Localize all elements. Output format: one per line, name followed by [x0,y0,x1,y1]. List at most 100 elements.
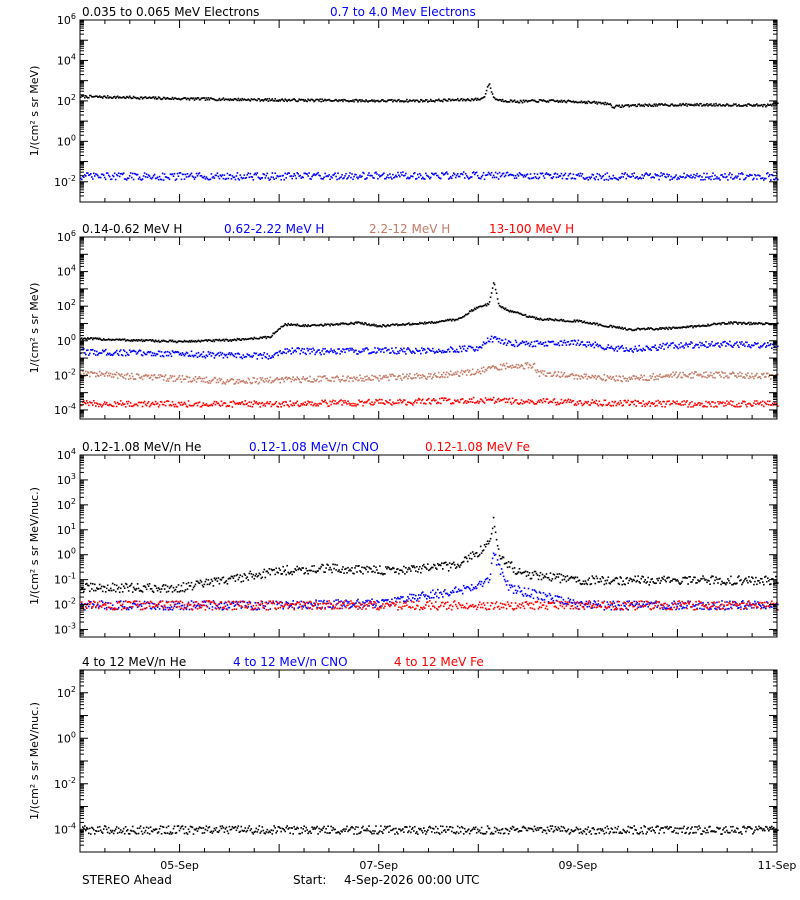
data-point [419,398,421,401]
data-point [395,378,397,381]
data-point [223,582,226,584]
data-point [475,371,478,373]
data-point [212,339,215,341]
data-point [727,103,729,106]
data-point [186,173,189,175]
data-point [213,98,216,101]
data-point [310,324,312,327]
data-point [453,399,456,401]
data-point [504,401,507,404]
data-point [663,400,665,403]
data-point [707,176,709,178]
data-point [759,175,761,177]
data-point [317,349,319,351]
data-point [316,350,318,353]
data-point [570,320,573,323]
data-point [185,375,188,378]
data-point [174,588,177,591]
data-point [149,376,152,379]
data-point [311,401,313,403]
data-point [345,99,347,102]
data-point [641,105,643,107]
data-point [630,578,632,581]
data-point [663,348,665,350]
data-point [496,368,499,370]
data-point [150,178,153,180]
data-point [410,570,412,572]
data-point [534,100,537,102]
data-point [500,306,503,309]
data-point [241,357,244,360]
data-point [493,525,496,528]
data-point [314,174,316,177]
data-point [139,589,142,592]
data-point [241,401,244,403]
data-point [627,582,629,584]
data-point [728,376,730,379]
data-point [335,323,337,325]
data-point [520,174,523,176]
data-point [552,340,555,343]
data-point [84,337,86,340]
data-point [309,177,311,180]
data-point [197,581,200,584]
data-point [377,325,379,327]
data-point [657,328,659,331]
data-point [306,570,308,572]
data-point [400,323,402,326]
data-point [550,318,553,321]
data-point [269,357,272,359]
data-point [726,400,728,402]
data-point [379,398,381,401]
data-point [737,373,739,375]
data-point [88,371,90,374]
data-point [644,405,646,408]
data-point [133,602,136,605]
legend-entry: 0.7 to 4.0 Mev Electrons [330,5,476,19]
data-point [492,282,495,284]
data-point [583,583,586,585]
data-point [687,406,689,408]
data-point [314,570,316,573]
data-point [766,372,768,375]
data-point [262,354,265,356]
data-point [90,371,92,373]
data-point [288,377,290,379]
data-point [664,175,666,178]
data-point [116,338,119,341]
data-point [337,376,339,379]
data-point [479,305,482,307]
data-point [228,99,231,102]
data-point [169,98,172,100]
data-point [682,345,684,347]
data-point [164,351,167,353]
data-point [712,344,714,347]
data-point [457,317,460,320]
y-tick-label: 102 [57,298,76,313]
data-point [263,99,266,101]
data-point [632,375,634,377]
data-point [460,562,463,564]
data-point [618,348,621,350]
data-point [699,373,701,376]
data-point [530,177,533,180]
data-point [188,354,191,357]
data-point [157,587,160,589]
data-point [170,173,173,176]
data-point [411,100,413,102]
data-point [768,375,770,378]
data-point [551,340,554,343]
data-point [753,402,755,404]
data-point [365,322,367,325]
data-point [247,354,250,356]
data-point [111,405,114,407]
data-point [622,347,624,350]
data-point [646,104,648,106]
data-point [525,363,528,366]
data-point [275,331,277,333]
data-point [758,346,760,349]
data-point [557,576,560,578]
data-point [341,99,343,101]
data-point [588,341,591,343]
data-point [416,349,418,352]
